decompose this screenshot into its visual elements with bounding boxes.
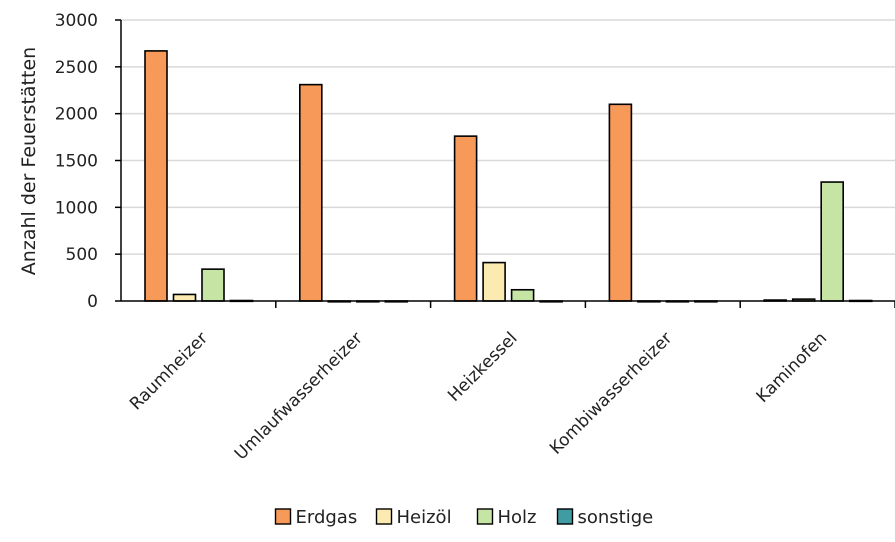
gridlines: [121, 19, 895, 255]
bar-holz-4: [820, 181, 845, 302]
y-tick-label: 500: [66, 245, 98, 265]
bar-erdgas-3: [608, 103, 633, 302]
y-tick-label: 3000: [55, 11, 98, 31]
legend-swatch-1: [375, 508, 393, 525]
y-tick-label: 1500: [55, 152, 98, 172]
legend: Erdgas Heizöl Holz sonstige: [274, 507, 654, 528]
legend-label: Erdgas: [296, 507, 358, 528]
y-tick-label: 2000: [55, 105, 98, 125]
x-category-label: Kombiwasserheizer: [546, 328, 676, 458]
y-axis-title: Anzahl der Feuerstätten: [18, 47, 40, 275]
x-category-label: Heizkessel: [444, 328, 521, 405]
bar-erdgas-2: [453, 135, 478, 302]
bar-holz-0: [201, 268, 225, 302]
x-category-label: Kaminofen: [753, 328, 831, 406]
legend-label: Heizöl: [397, 507, 452, 528]
bar-heiz-l-0: [172, 293, 197, 302]
y-tick-label: 1000: [55, 198, 98, 218]
legend-label: Holz: [498, 507, 537, 528]
y-tick-label: 2500: [55, 58, 98, 78]
bar-erdgas-1: [298, 83, 323, 302]
bar-holz-2: [510, 288, 535, 302]
legend-label: sonstige: [578, 507, 654, 528]
legend-swatch-2: [476, 508, 494, 525]
legend-swatch-0: [274, 508, 292, 525]
axes: [115, 19, 895, 308]
legend-swatch-3: [556, 508, 574, 525]
x-category-label: Umlaufwasserheizer: [231, 328, 367, 464]
y-tick-label: 0: [87, 292, 98, 312]
bar-heiz-l-2: [482, 261, 506, 302]
bar-erdgas-0: [144, 50, 168, 302]
x-category-labels: Raumheizer Umlaufwasserheizer Heizkessel Ko…: [126, 328, 831, 464]
y-tick-labels: 0 500 1000 1500 2000 2500 3000: [55, 11, 98, 312]
x-category-label: Raumheizer: [126, 328, 212, 414]
bars: [144, 50, 873, 303]
